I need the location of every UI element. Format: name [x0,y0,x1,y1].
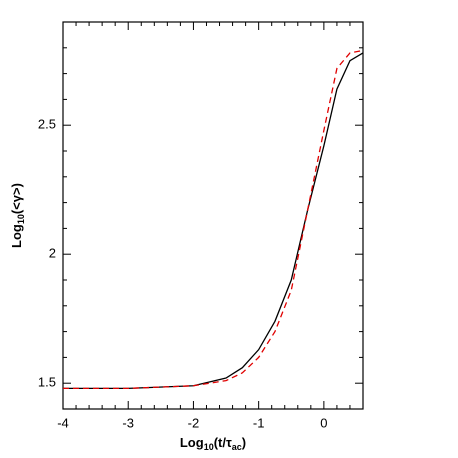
y-tick-label: 2.5 [38,117,56,132]
y-tick-label: 2 [49,246,56,261]
line-series [63,49,364,390]
plot-frame [62,21,364,410]
label-text: (<γ>) [9,183,24,214]
label-text: (t/τ [214,435,232,450]
x-tick-label: 0 [320,415,327,430]
x-tick-label: -3 [122,415,134,430]
y-tick-label: 1.5 [38,375,56,390]
x-tick-label: -1 [253,415,265,430]
label-subscript: 10 [16,214,26,224]
x-tick-label: -4 [57,415,69,430]
x-tick-label: -2 [188,415,200,430]
label-subscript: ac [232,442,242,452]
label-text: Log [9,224,24,248]
label-text: Log [180,435,204,450]
xlabel-parts: Log10(t/τac) [180,435,246,452]
label-text: ) [242,435,246,450]
ylabel-parts: Log10(<γ>) [9,183,26,248]
line-series [63,52,364,390]
label-subscript: 10 [204,442,214,452]
